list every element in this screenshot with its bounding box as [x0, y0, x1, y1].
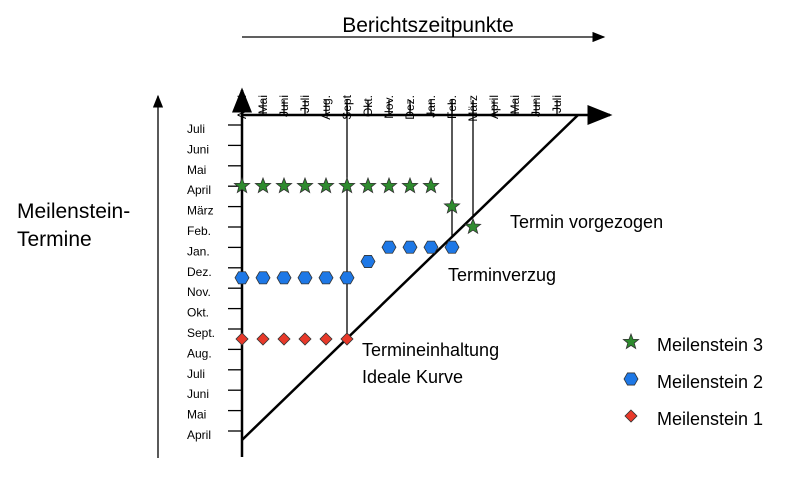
meilenstein-2-marker: [297, 271, 313, 285]
meilenstein-3-marker: [317, 176, 335, 194]
y-tick-label: Mai: [187, 408, 206, 422]
x-tick-label: Dez.: [403, 95, 417, 120]
y-tick-label: April: [187, 183, 211, 197]
meilenstein-2-marker: [381, 240, 397, 254]
annotation-ideale-kurve: Ideale Kurve: [362, 367, 463, 387]
x-tick-label: Feb.: [445, 95, 459, 119]
meilenstein-3-marker: [401, 176, 419, 194]
meilenstein-1-marker: [340, 332, 354, 346]
x-tick-label: Juli: [298, 95, 312, 113]
meilenstein-2-marker: [339, 271, 355, 285]
meilenstein-2-marker: [360, 255, 376, 268]
y-axis-title-line2: Termine: [17, 228, 92, 251]
meilenstein-1-marker: [277, 332, 291, 346]
y-tick-label: Juli: [187, 122, 205, 136]
y-tick-label: Feb.: [187, 224, 211, 238]
x-tick-label: Mai: [256, 95, 270, 114]
meilenstein-1-marker: [298, 332, 312, 346]
legend-marker-meilenstein-3: [622, 332, 640, 350]
x-axis-title: Berichtszeitpunkte: [342, 14, 514, 37]
y-tick-label: Aug.: [187, 346, 212, 360]
meilenstein-3-marker: [464, 217, 482, 235]
meilenstein-2-marker: [276, 271, 292, 285]
meilenstein-3-marker: [338, 176, 356, 194]
y-tick-label: April: [187, 428, 211, 442]
x-tick-label: März: [466, 95, 480, 122]
y-tick-label: Dez.: [187, 265, 212, 279]
y-tick-label: Juni: [187, 387, 209, 401]
legend-marker-meilenstein-2: [623, 372, 639, 386]
x-tick-label: Juli: [550, 95, 564, 113]
ideal-curve-line: [241, 114, 579, 441]
meilenstein-2-marker: [318, 271, 334, 285]
meilenstein-3-marker: [254, 176, 272, 194]
meilenstein-2-marker: [234, 271, 250, 285]
x-tick-label: Juni: [529, 95, 543, 117]
legend: Meilenstein 3 Meilenstein 2 Meilenstein …: [622, 332, 763, 429]
y-axis-title-line1: Meilenstein-: [17, 200, 130, 223]
meilenstein-2-marker: [423, 240, 439, 254]
legend-marker-meilenstein-1: [624, 409, 638, 423]
meilenstein-2-marker: [402, 240, 418, 254]
x-tick-label: Mai: [508, 95, 522, 114]
y-axis-ticks: April Mai Juni Juli Aug. Sept. Okt. Nov. Dez. Jan…: [187, 122, 242, 442]
meilenstein-2-marker: [444, 240, 460, 254]
x-tick-label: Sept: [340, 94, 354, 119]
meilenstein-1-marker: [319, 332, 333, 346]
annotation-termineinhaltung: Termineinhaltung: [362, 340, 499, 360]
meilenstein-2-marker: [255, 271, 271, 285]
y-tick-label: Jan.: [187, 244, 210, 258]
annotation-termin-vorgezogen: Termin vorgezogen: [510, 212, 663, 232]
meilenstein-3-marker: [275, 176, 293, 194]
y-tick-label: Sept.: [187, 326, 215, 340]
x-tick-label: April: [235, 95, 249, 119]
y-tick-label: Juni: [187, 142, 209, 156]
data-markers: [233, 176, 482, 346]
legend-label-meilenstein-2: Meilenstein 2: [657, 372, 763, 392]
meilenstein-3-marker: [296, 176, 314, 194]
annotation-terminverzug: Terminverzug: [448, 265, 556, 285]
y-tick-label: Mai: [187, 163, 206, 177]
meilenstein-3-marker: [233, 176, 251, 194]
y-tick-label: Okt.: [187, 306, 209, 320]
x-tick-label: Juni: [277, 95, 291, 117]
meilenstein-1-marker: [256, 332, 270, 346]
y-tick-label: Nov.: [187, 285, 211, 299]
x-tick-label: Jan.: [424, 95, 438, 118]
meilenstein-3-marker: [443, 197, 461, 214]
y-tick-label: Juli: [187, 367, 205, 381]
legend-label-meilenstein-1: Meilenstein 1: [657, 409, 763, 429]
x-tick-label: Nov.: [382, 95, 396, 119]
meilenstein-1-marker: [235, 332, 249, 346]
x-tick-label: April: [487, 95, 501, 119]
legend-label-meilenstein-3: Meilenstein 3: [657, 335, 763, 355]
y-tick-label: März: [187, 204, 214, 218]
x-tick-label: Okt.: [361, 95, 375, 117]
x-axis-ticks: April Mai Juni Juli Aug. Sept Okt. Nov. Dez. Jan.…: [235, 94, 564, 121]
meilenstein-3-marker: [380, 176, 398, 194]
x-tick-label: Aug.: [319, 95, 333, 120]
meilenstein-3-marker: [359, 176, 377, 194]
meilenstein-3-marker: [422, 176, 440, 194]
